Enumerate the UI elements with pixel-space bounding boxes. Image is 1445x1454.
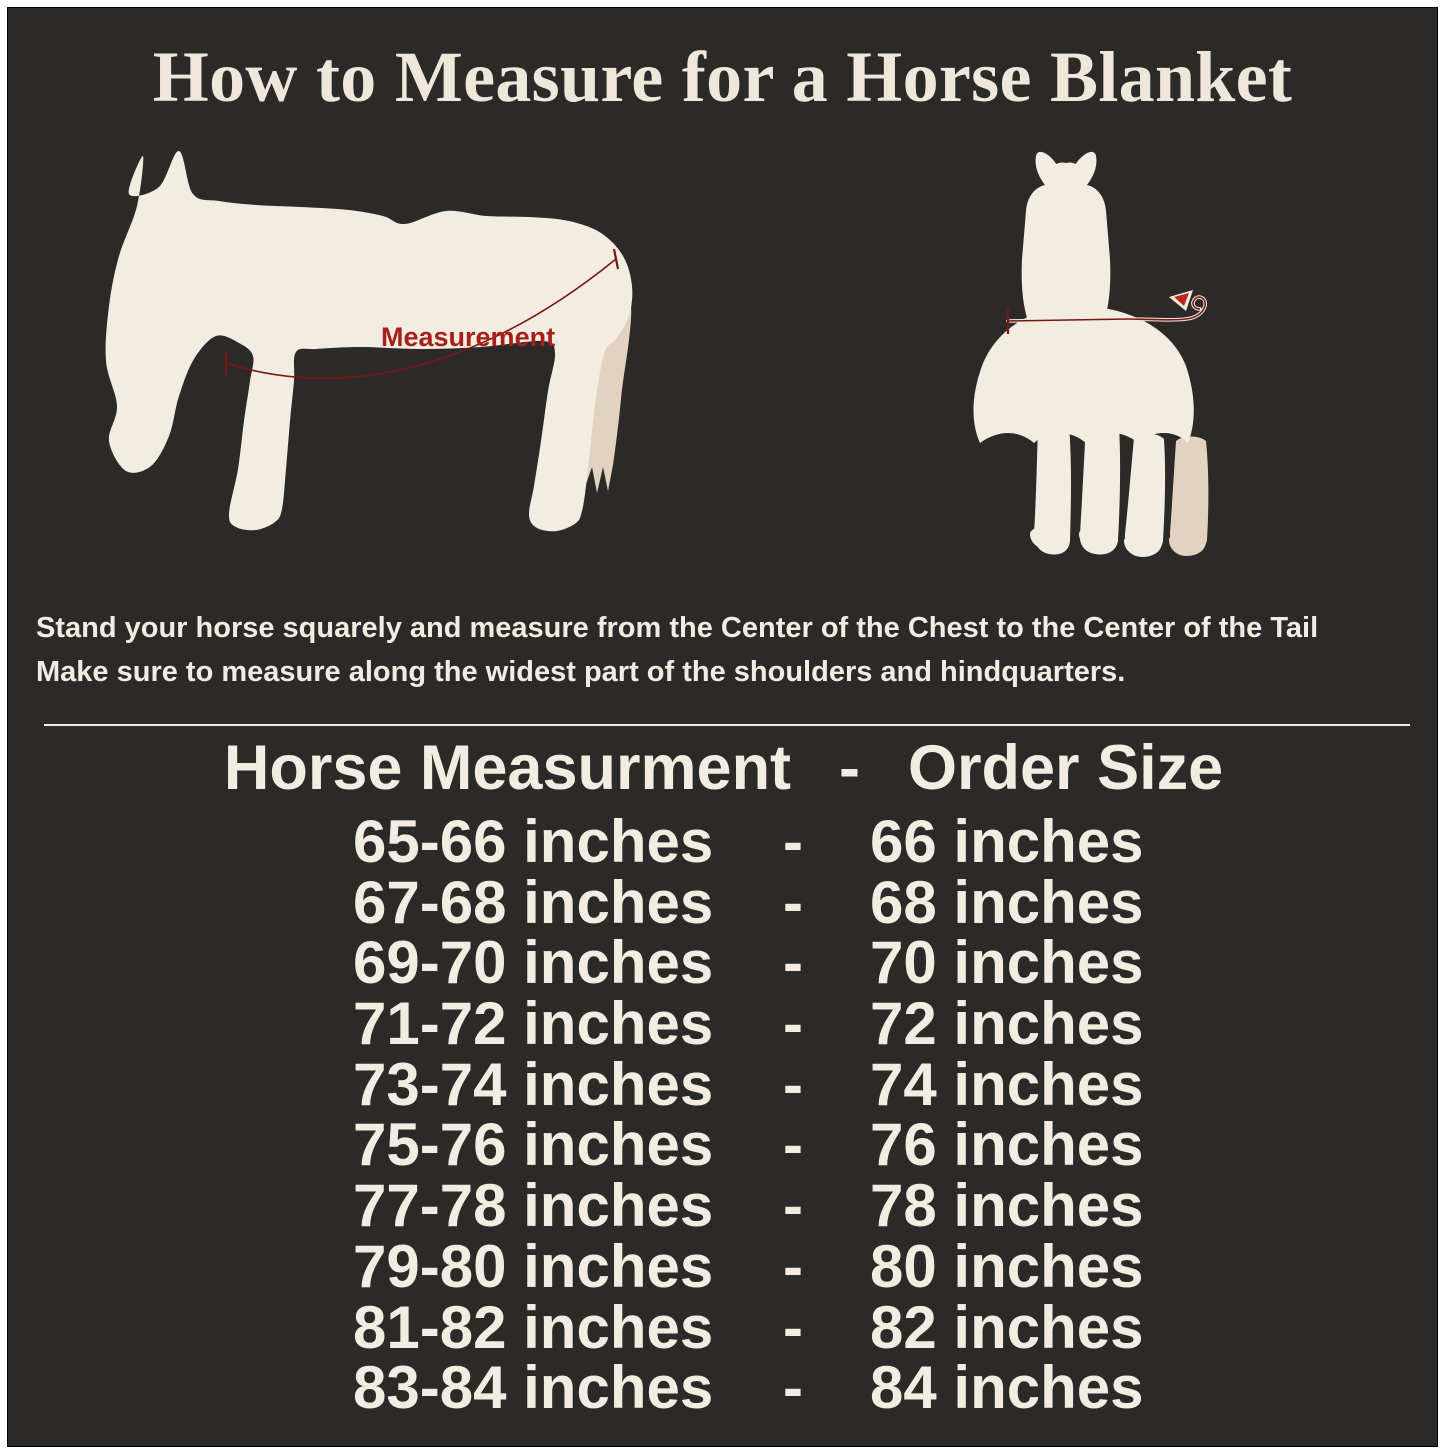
svg-text:Measurement: Measurement — [381, 322, 555, 352]
